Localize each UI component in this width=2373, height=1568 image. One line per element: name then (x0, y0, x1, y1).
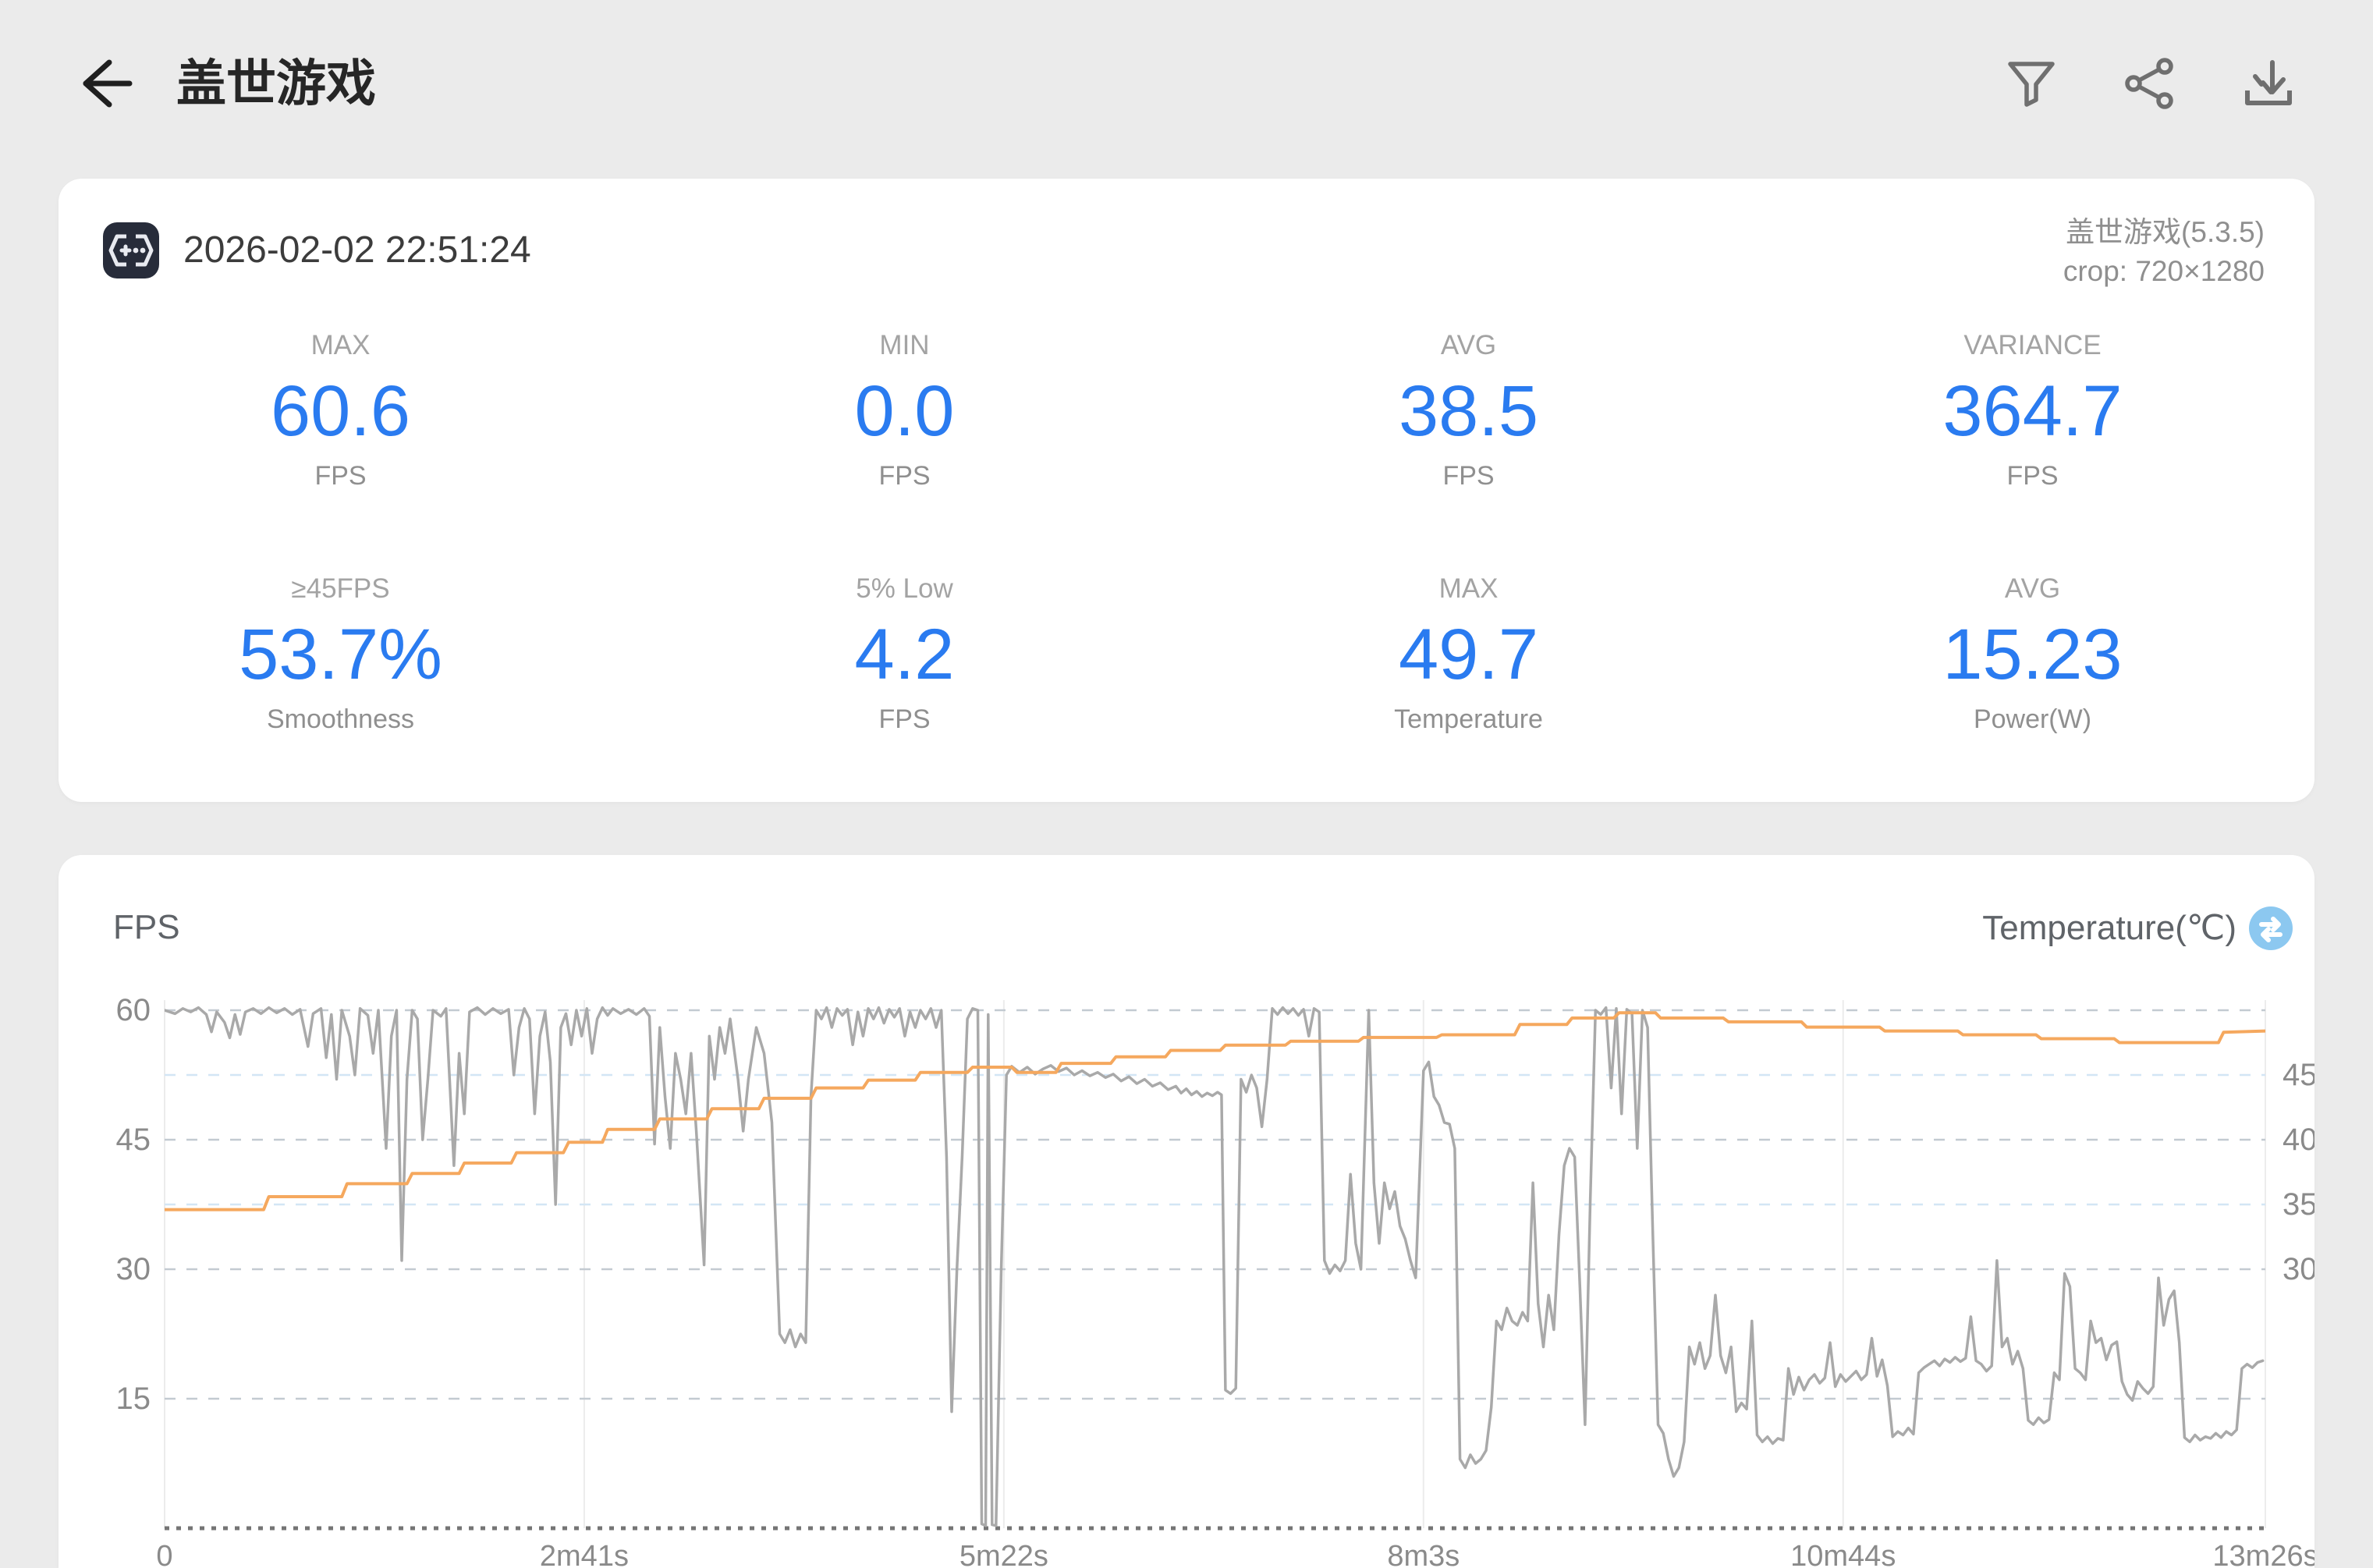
stats-row-1: MAX 60.6 FPS MIN 0.0 FPS AVG 38.5 FPS VARIANCE 364… (59, 327, 2314, 494)
stat-value: 53.7% (239, 615, 442, 694)
fps-line (165, 1006, 2265, 1527)
stat-value: 0.0 (854, 371, 955, 451)
stat-unit: FPS (878, 461, 931, 491)
fps-tick-label: 60 (116, 993, 151, 1027)
summary-card: 2026-02-02 22:51:24 盖世游戏(5.3.5) crop: 72… (59, 179, 2314, 802)
download-icon[interactable] (2241, 56, 2296, 111)
stat-label: AVG (2004, 573, 2061, 604)
temp-tick-label: 35 (2283, 1187, 2314, 1222)
swap-series-icon[interactable] (2249, 906, 2293, 950)
stat--45fps-smoothness: ≥45FPS 53.7% Smoothness (59, 570, 623, 737)
stat-value: 15.23 (1942, 615, 2123, 694)
stat-label: MAX (310, 330, 371, 360)
back-button[interactable] (75, 56, 134, 111)
stat-label: AVG (1440, 330, 1497, 360)
stat-unit: FPS (1442, 461, 1495, 491)
stat-value: 4.2 (854, 615, 955, 694)
stat-value: 60.6 (270, 371, 411, 451)
filter-icon[interactable] (2004, 56, 2059, 111)
report-header: 2026-02-02 22:51:24 盖世游戏(5.3.5) crop: 72… (59, 179, 2314, 311)
temp-tick-label: 30 (2283, 1252, 2314, 1286)
time-tick-label: 8m3s (1387, 1540, 1460, 1568)
stat-unit: FPS (878, 704, 931, 734)
temp-tick-label: 45 (2283, 1058, 2314, 1092)
time-tick-label: 13m26s (2212, 1540, 2314, 1568)
game-app-icon (103, 222, 159, 278)
page-title: 盖世游戏 (176, 55, 376, 112)
stat-max-fps: MAX 60.6 FPS (59, 327, 623, 494)
stat-unit: Smoothness (267, 704, 414, 734)
stat-label: VARIANCE (1963, 330, 2102, 360)
stat-unit: FPS (314, 461, 367, 491)
time-tick-label: 2m41s (540, 1540, 629, 1568)
time-tick-label: 10m44s (1790, 1540, 1896, 1568)
stat-label: MAX (1438, 573, 1499, 604)
report-timestamp: 2026-02-02 22:51:24 (183, 229, 531, 271)
report-app-version: 盖世游戏(5.3.5) (2066, 216, 2265, 248)
stat-avg-power-w-: AVG 15.23 Power(W) (1750, 570, 2314, 737)
share-icon[interactable] (2123, 56, 2177, 111)
stat-label: 5% Low (856, 573, 953, 604)
stat-label: ≥45FPS (291, 573, 390, 604)
temperature-axis-title: Temperature(℃) (1982, 909, 2236, 947)
temperature-line (165, 1011, 2265, 1211)
app-bar: 盖世游戏 (0, 0, 2373, 167)
chart-card: FPS Temperature(℃) 60 45 30 15 45 40 35 30 0 2m41… (59, 855, 2314, 1568)
stat-unit: Temperature (1394, 704, 1543, 734)
fps-tick-label: 15 (116, 1382, 151, 1416)
stat-variance-fps: VARIANCE 364.7 FPS (1750, 327, 2314, 494)
fps-axis-title: FPS (113, 908, 180, 946)
stat-min-fps: MIN 0.0 FPS (623, 327, 1186, 494)
stat-value: 49.7 (1398, 615, 1539, 694)
stat-value: 38.5 (1398, 371, 1539, 451)
stat-unit: FPS (2006, 461, 2059, 491)
report-meta: 盖世游戏(5.3.5) crop: 720×1280 (2063, 213, 2265, 291)
stat-label: MIN (879, 330, 930, 360)
time-tick-label: 5m22s (959, 1540, 1048, 1568)
fps-tick-label: 45 (116, 1123, 151, 1157)
stats-grid: MAX 60.6 FPS MIN 0.0 FPS AVG 38.5 FPS VARIANCE 364… (59, 327, 2314, 737)
stats-row-2: ≥45FPS 53.7% Smoothness 5% Low 4.2 FPS MAX 49.7… (59, 570, 2314, 737)
report-crop-info: crop: 720×1280 (2063, 255, 2265, 287)
stat-5-low-fps: 5% Low 4.2 FPS (623, 570, 1186, 737)
temp-tick-label: 40 (2283, 1123, 2314, 1157)
fps-tick-label: 30 (116, 1252, 151, 1286)
stat-value: 364.7 (1942, 371, 2123, 451)
stat-avg-fps: AVG 38.5 FPS (1186, 327, 1750, 494)
performance-chart[interactable]: 60 45 30 15 45 40 35 30 0 2m41s 5m22s 8m3s 10m44s 13m… (59, 855, 2315, 1568)
time-tick-label: 0 (156, 1540, 172, 1568)
stat-max-temperature: MAX 49.7 Temperature (1186, 570, 1750, 737)
stat-unit: Power(W) (1973, 704, 2092, 734)
